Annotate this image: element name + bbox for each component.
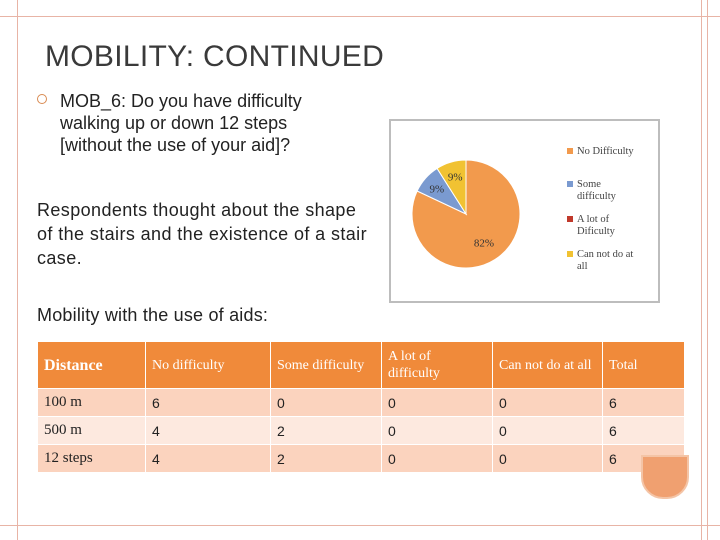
legend-label: No Difficulty — [577, 146, 634, 157]
pie-data-label: 9% — [448, 172, 463, 184]
header-distance: Distance — [37, 341, 146, 389]
cell-value: 6 — [602, 388, 685, 417]
header-can-not-do-at-all: Can not do at all — [492, 341, 603, 389]
cell-value: 0 — [381, 416, 493, 445]
legend-label: Can not do at all — [577, 249, 633, 272]
table-header-row: Distance No difficulty Some difficulty A… — [37, 341, 685, 389]
decorative-circle — [641, 455, 689, 499]
cell-distance: 100 m — [37, 388, 146, 417]
cell-value: 2 — [270, 416, 382, 445]
cell-value: 0 — [492, 416, 603, 445]
legend-swatch — [567, 181, 573, 187]
legend-swatch — [567, 216, 573, 222]
bullet-circle-icon — [37, 94, 47, 104]
frame-line-left — [17, 0, 18, 540]
pie-data-label: 82% — [474, 237, 494, 249]
header-total: Total — [602, 341, 685, 389]
cell-value: 4 — [145, 444, 271, 473]
frame-line-top — [0, 16, 720, 17]
frame-line-right — [701, 0, 702, 540]
cell-value: 0 — [492, 444, 603, 473]
cell-value: 0 — [270, 388, 382, 417]
slide-title: MOBILITY: CONTINUED — [45, 40, 385, 73]
legend-swatch — [567, 148, 573, 154]
cell-value: 6 — [602, 416, 685, 445]
frame-line-right-outer — [707, 0, 708, 540]
header-a-lot-of-difficulty: A lot of difficulty — [381, 341, 493, 389]
pie-chart-svg: 82% 9% 9% No Difficulty Some difficulty A lot … — [411, 146, 634, 272]
pie-chart: 82% 9% 9% No Difficulty Some difficulty A lot … — [389, 119, 660, 303]
aids-subheading: Mobility with the use of aids: — [37, 305, 269, 325]
bullet-text: MOB_6: Do you have difficulty walking up… — [60, 91, 302, 155]
cell-distance: 12 steps — [37, 444, 146, 473]
cell-value: 6 — [145, 388, 271, 417]
table-row: 500 m 4 2 0 0 6 — [37, 416, 685, 445]
table-row: 12 steps 4 2 0 0 6 — [37, 444, 685, 473]
header-no-difficulty: No difficulty — [145, 341, 271, 389]
cell-value: 4 — [145, 416, 271, 445]
cell-value: 0 — [381, 388, 493, 417]
cell-value: 2 — [270, 444, 382, 473]
cell-distance: 500 m — [37, 416, 146, 445]
respondents-paragraph: Respondents thought about the shape of t… — [37, 200, 367, 268]
legend-label: Some difficulty — [577, 179, 617, 202]
legend-swatch — [567, 251, 573, 257]
table-row: 100 m 6 0 0 0 6 — [37, 388, 685, 417]
header-some-difficulty: Some difficulty — [270, 341, 382, 389]
legend-label: A lot of Dificulty — [577, 214, 616, 237]
cell-value: 0 — [492, 388, 603, 417]
cell-value: 0 — [381, 444, 493, 473]
pie-slice-can-not — [436, 159, 467, 216]
pie-data-label: 9% — [429, 183, 444, 195]
frame-line-bottom — [0, 525, 720, 526]
mobility-table: Distance No difficulty Some difficulty A… — [37, 341, 685, 473]
